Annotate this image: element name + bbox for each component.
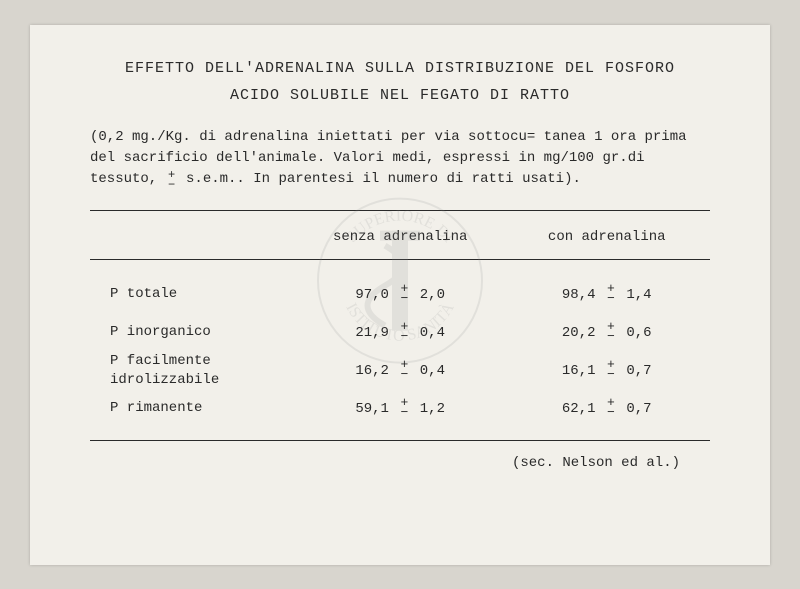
row-value-1: 59,1 1,2	[297, 401, 504, 417]
title-line-2: ACIDO SOLUBILE NEL FEGATO DI RATTO	[80, 82, 720, 109]
row-value-1: 21,9 0,4	[297, 325, 504, 341]
mean-value: 16,1	[562, 363, 596, 379]
mean-value: 20,2	[562, 325, 596, 341]
mean-value: 97,0	[355, 287, 389, 303]
row-value-2: 16,1 0,7	[503, 363, 710, 379]
row-value-1: 16,2 0,4	[297, 363, 504, 379]
header-col1: senza adrenalina	[297, 229, 504, 245]
row-value-2: 98,4 1,4	[503, 287, 710, 303]
description-text: (0,2 mg./Kg. di adrenalina iniettati per…	[80, 127, 720, 190]
description-part2: s.e.m.. In parentesi il numero di ratti …	[178, 171, 581, 187]
error-value: 0,7	[626, 363, 651, 379]
mean-value: 21,9	[355, 325, 389, 341]
row-label: P inorganico	[90, 323, 297, 341]
title-line-1: EFFETTO DELL'ADRENALINA SULLA DISTRIBUZI…	[80, 55, 720, 82]
table-rule-bottom	[90, 440, 710, 441]
row-value-1: 97,0 2,0	[297, 287, 504, 303]
error-value: 1,2	[420, 401, 445, 417]
table-row: P rimanente 59,1 1,2 62,1 0,7	[90, 390, 710, 428]
row-label: P totale	[90, 285, 297, 303]
table-header-row: senza adrenalina con adrenalina	[90, 211, 710, 259]
table-body: P totale 97,0 2,0 98,4 1,4 P inorganico …	[90, 260, 710, 440]
error-value: 2,0	[420, 287, 445, 303]
error-value: 0,4	[420, 325, 445, 341]
header-empty	[90, 229, 297, 245]
row-value-2: 62,1 0,7	[503, 401, 710, 417]
plusminus-symbol	[397, 363, 411, 379]
table-row: P totale 97,0 2,0 98,4 1,4	[90, 276, 710, 314]
attribution-text: (sec. Nelson ed al.)	[80, 455, 720, 471]
mean-value: 62,1	[562, 401, 596, 417]
plusminus-symbol	[397, 325, 411, 341]
row-label: P facilmente idrolizzabile	[90, 352, 297, 388]
plusminus-symbol	[604, 287, 618, 303]
plusminus-symbol	[604, 401, 618, 417]
header-col2: con adrenalina	[503, 229, 710, 245]
row-value-2: 20,2 0,6	[503, 325, 710, 341]
mean-value: 59,1	[355, 401, 389, 417]
mean-value: 98,4	[562, 287, 596, 303]
plusminus-symbol	[397, 287, 411, 303]
plusminus-symbol	[397, 401, 411, 417]
document-title: EFFETTO DELL'ADRENALINA SULLA DISTRIBUZI…	[80, 55, 720, 109]
data-table: senza adrenalina con adrenalina P totale…	[80, 210, 720, 441]
error-value: 0,4	[420, 363, 445, 379]
document-page: SUPERIORE DI ISTITUTO SANITÀ EFFETTO DEL…	[30, 25, 770, 565]
table-row: P facilmente idrolizzabile 16,2 0,4 16,1…	[90, 352, 710, 390]
table-row: P inorganico 21,9 0,4 20,2 0,6	[90, 314, 710, 352]
row-label: P rimanente	[90, 399, 297, 417]
error-value: 0,6	[626, 325, 651, 341]
error-value: 1,4	[626, 287, 651, 303]
mean-value: 16,2	[355, 363, 389, 379]
plusminus-symbol	[604, 363, 618, 379]
error-value: 0,7	[626, 401, 651, 417]
plusminus-symbol	[604, 325, 618, 341]
